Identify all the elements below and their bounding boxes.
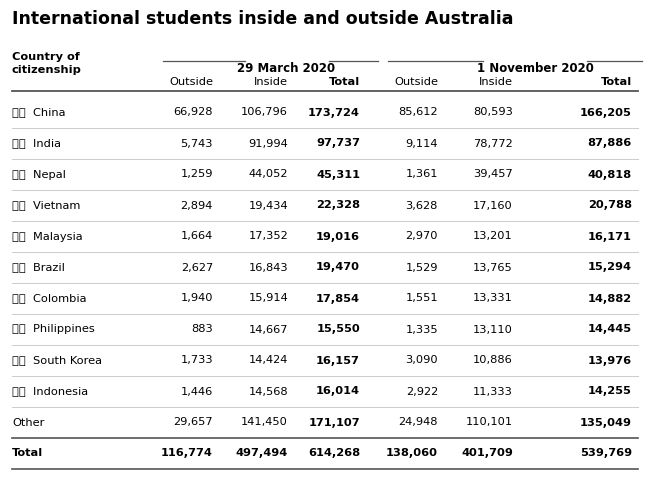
Text: 24,948: 24,948 — [398, 418, 438, 428]
Text: Inside: Inside — [479, 77, 513, 87]
Text: Other: Other — [12, 418, 44, 428]
Text: 11,333: 11,333 — [473, 387, 513, 397]
Text: 85,612: 85,612 — [398, 107, 438, 118]
Text: 🇻🇳  Vietnam: 🇻🇳 Vietnam — [12, 201, 81, 211]
Text: 40,818: 40,818 — [588, 170, 632, 180]
Text: 110,101: 110,101 — [466, 418, 513, 428]
Text: 🇧🇷  Brazil: 🇧🇷 Brazil — [12, 263, 65, 273]
Text: 138,060: 138,060 — [386, 449, 438, 459]
Text: 141,450: 141,450 — [241, 418, 288, 428]
Text: 16,157: 16,157 — [316, 356, 360, 366]
Text: 87,886: 87,886 — [588, 139, 632, 149]
Text: 19,434: 19,434 — [248, 201, 288, 211]
Text: 1,529: 1,529 — [406, 263, 438, 273]
Text: Inside: Inside — [254, 77, 288, 87]
Text: 14,882: 14,882 — [588, 294, 632, 304]
Text: 539,769: 539,769 — [580, 449, 632, 459]
Text: 401,709: 401,709 — [461, 449, 513, 459]
Text: 19,016: 19,016 — [316, 232, 360, 242]
Text: 44,052: 44,052 — [248, 170, 288, 180]
Text: 1,551: 1,551 — [406, 294, 438, 304]
Text: 15,550: 15,550 — [317, 325, 360, 335]
Text: 14,445: 14,445 — [588, 325, 632, 335]
Text: 22,328: 22,328 — [316, 201, 360, 211]
Text: 166,205: 166,205 — [580, 107, 632, 118]
Text: 5,743: 5,743 — [181, 139, 213, 149]
Text: 14,424: 14,424 — [248, 356, 288, 366]
Text: 614,268: 614,268 — [308, 449, 360, 459]
Text: 3,628: 3,628 — [406, 201, 438, 211]
Text: 45,311: 45,311 — [316, 170, 360, 180]
Text: 1,259: 1,259 — [181, 170, 213, 180]
Text: 1,446: 1,446 — [181, 387, 213, 397]
Text: Outside: Outside — [394, 77, 438, 87]
Text: 39,457: 39,457 — [473, 170, 513, 180]
Text: 497,494: 497,494 — [236, 449, 288, 459]
Text: 2,970: 2,970 — [406, 232, 438, 242]
Text: 116,774: 116,774 — [161, 449, 213, 459]
Text: 🇮🇳  India: 🇮🇳 India — [12, 139, 61, 149]
Text: 97,737: 97,737 — [316, 139, 360, 149]
Text: 🇨🇳  China: 🇨🇳 China — [12, 107, 66, 118]
Text: 🇲🇾  Malaysia: 🇲🇾 Malaysia — [12, 232, 83, 242]
Text: 2,894: 2,894 — [181, 201, 213, 211]
Text: 2,627: 2,627 — [181, 263, 213, 273]
Text: 1,664: 1,664 — [181, 232, 213, 242]
Text: 🇮🇩  Indonesia: 🇮🇩 Indonesia — [12, 387, 88, 397]
Text: 13,110: 13,110 — [473, 325, 513, 335]
Text: 17,160: 17,160 — [473, 201, 513, 211]
Text: 3,090: 3,090 — [406, 356, 438, 366]
Text: 14,255: 14,255 — [588, 387, 632, 397]
Text: 🇨🇴  Colombia: 🇨🇴 Colombia — [12, 294, 86, 304]
Text: 2,922: 2,922 — [406, 387, 438, 397]
Text: 16,843: 16,843 — [248, 263, 288, 273]
Text: 1,940: 1,940 — [181, 294, 213, 304]
Text: 171,107: 171,107 — [308, 418, 360, 428]
Text: 883: 883 — [191, 325, 213, 335]
Text: 135,049: 135,049 — [580, 418, 632, 428]
Text: Total: Total — [12, 449, 44, 459]
Text: 80,593: 80,593 — [473, 107, 513, 118]
Text: 17,854: 17,854 — [316, 294, 360, 304]
Text: 1,733: 1,733 — [181, 356, 213, 366]
Text: 10,886: 10,886 — [473, 356, 513, 366]
Text: 78,772: 78,772 — [473, 139, 513, 149]
Text: 19,470: 19,470 — [316, 263, 360, 273]
Text: Total: Total — [601, 77, 632, 87]
Text: 9,114: 9,114 — [406, 139, 438, 149]
Text: 29 March 2020: 29 March 2020 — [237, 62, 335, 75]
Text: 14,667: 14,667 — [248, 325, 288, 335]
Text: 29,657: 29,657 — [174, 418, 213, 428]
Text: 1,361: 1,361 — [406, 170, 438, 180]
Text: 13,976: 13,976 — [588, 356, 632, 366]
Text: 13,201: 13,201 — [473, 232, 513, 242]
Text: 15,914: 15,914 — [248, 294, 288, 304]
Text: 🇰🇷  South Korea: 🇰🇷 South Korea — [12, 356, 102, 366]
Text: 14,568: 14,568 — [248, 387, 288, 397]
Text: 16,014: 16,014 — [316, 387, 360, 397]
Text: 66,928: 66,928 — [174, 107, 213, 118]
Text: 17,352: 17,352 — [248, 232, 288, 242]
Text: 1 November 2020: 1 November 2020 — [476, 62, 593, 75]
Text: 🇵🇭  Philippines: 🇵🇭 Philippines — [12, 325, 95, 335]
Text: Total: Total — [329, 77, 360, 87]
Text: 1,335: 1,335 — [406, 325, 438, 335]
Text: 15,294: 15,294 — [588, 263, 632, 273]
Text: 16,171: 16,171 — [588, 232, 632, 242]
Text: 173,724: 173,724 — [308, 107, 360, 118]
Text: 13,331: 13,331 — [473, 294, 513, 304]
Text: 106,796: 106,796 — [241, 107, 288, 118]
Text: Country of
citizenship: Country of citizenship — [12, 52, 82, 75]
Text: International students inside and outside Australia: International students inside and outsid… — [12, 10, 514, 28]
Text: 13,765: 13,765 — [473, 263, 513, 273]
Text: Outside: Outside — [169, 77, 213, 87]
Text: 🇳🇵  Nepal: 🇳🇵 Nepal — [12, 170, 66, 180]
Text: 91,994: 91,994 — [248, 139, 288, 149]
Text: 20,788: 20,788 — [588, 201, 632, 211]
